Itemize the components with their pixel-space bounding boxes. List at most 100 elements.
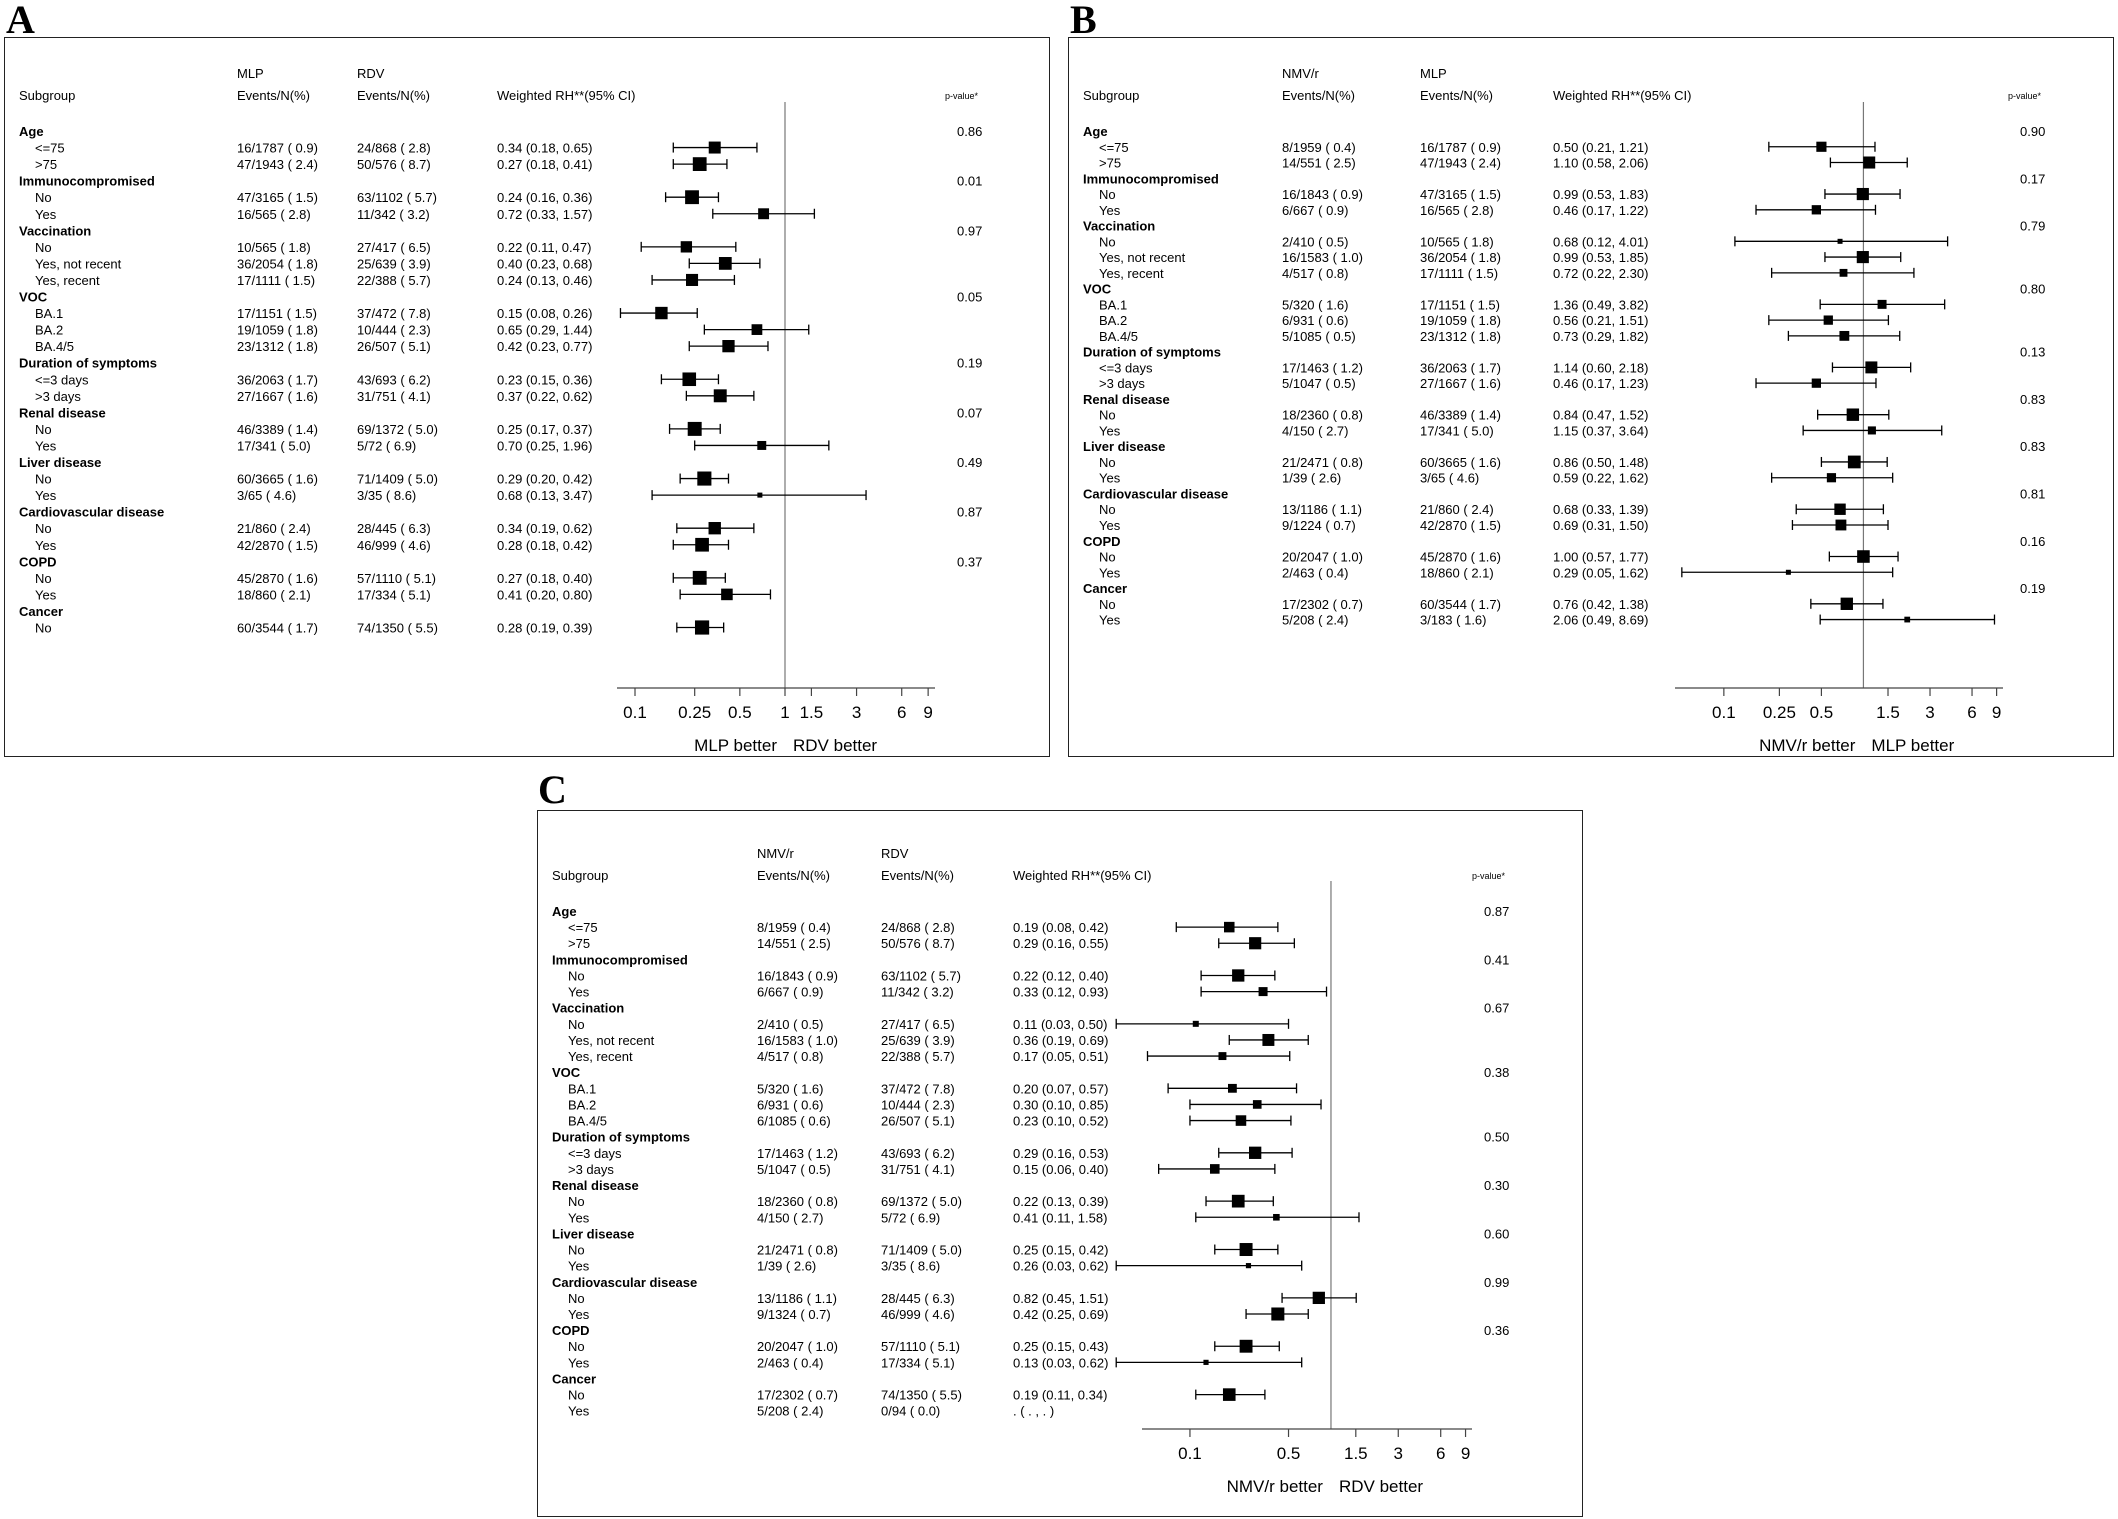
subgroup-heading: Liver disease: [1083, 439, 1165, 454]
p-value: 0.41: [1484, 952, 1509, 967]
x-tick-label: 9: [1992, 703, 2001, 722]
weighted-rh: 0.27 (0.18, 0.41): [497, 157, 592, 172]
events-group2: 31/751 ( 4.1): [881, 1162, 955, 1177]
events-group2: 50/576 ( 8.7): [881, 936, 955, 951]
subgroup-level: No: [1099, 597, 1116, 612]
p-value: 0.83: [2020, 439, 2045, 454]
x-label-right: RDV better: [1339, 1477, 1423, 1496]
events-group2: 17/341 ( 5.0): [1420, 423, 1494, 438]
point-estimate: [694, 620, 710, 635]
point-estimate: [1245, 1263, 1252, 1269]
events-group1: 17/1151 ( 1.5): [237, 306, 317, 321]
p-value: 0.80: [2020, 282, 2045, 297]
point-estimate: [1840, 597, 1853, 610]
subgroup-level: No: [568, 968, 585, 983]
subgroup-level: Yes, not recent: [35, 256, 122, 271]
events-group1: 36/2063 ( 1.7): [237, 372, 318, 387]
subgroup-level: No: [1099, 187, 1116, 202]
x-tick-label: 0.5: [1810, 703, 1834, 722]
weighted-rh: 0.17 (0.05, 0.51): [1013, 1049, 1108, 1064]
events-group2: 47/3165 ( 1.5): [1420, 187, 1501, 202]
subgroup-heading: Liver disease: [19, 455, 101, 470]
events-group2: 3/65 ( 4.6): [1420, 471, 1479, 486]
point-estimate: [758, 208, 770, 220]
events-group1: 47/3165 ( 1.5): [237, 190, 318, 205]
events-group1: 60/3665 ( 1.6): [237, 472, 318, 487]
weighted-rh: 0.73 (0.29, 1.82): [1553, 329, 1648, 344]
events-group1: 16/1787 ( 0.9): [237, 141, 318, 156]
weighted-rh: 0.15 (0.08, 0.26): [497, 306, 592, 321]
p-value: 0.13: [2020, 345, 2045, 360]
events-group2: 63/1102 ( 5.7): [357, 190, 437, 205]
subgroup-level: No: [35, 190, 52, 205]
subgroup-level: <=3 days: [35, 372, 89, 387]
events-group2: 71/1409 ( 5.0): [881, 1243, 962, 1258]
point-estimate: [1816, 141, 1827, 152]
weighted-rh: 0.33 (0.12, 0.93): [1013, 985, 1108, 1000]
weighted-rh: 0.36 (0.19, 0.69): [1013, 1033, 1108, 1048]
events-group2: 60/3665 ( 1.6): [1420, 455, 1501, 470]
subgroup-level: Yes: [35, 587, 57, 602]
events-header-group2: Events/N(%): [1420, 88, 1493, 103]
events-group2: 36/2063 ( 1.7): [1420, 360, 1501, 375]
events-group2: 27/417 ( 6.5): [357, 240, 431, 255]
subgroup-level: Yes: [1099, 565, 1121, 580]
x-tick-label: 0.1: [1178, 1444, 1202, 1463]
rh-header: Weighted RH**(95% CI): [497, 88, 635, 103]
subgroup-heading: Vaccination: [552, 1001, 624, 1016]
weighted-rh: 0.65 (0.29, 1.44): [497, 323, 592, 338]
point-estimate: [687, 421, 702, 436]
p-value: 0.79: [2020, 219, 2045, 234]
rh-header: Weighted RH**(95% CI): [1013, 868, 1151, 883]
weighted-rh: 0.59 (0.22, 1.62): [1553, 471, 1648, 486]
events-group2: 19/1059 ( 1.8): [1420, 313, 1501, 328]
point-estimate: [1312, 1291, 1325, 1305]
pvalue-header: p-value*: [945, 91, 979, 101]
weighted-rh: 0.28 (0.19, 0.39): [497, 621, 592, 636]
subgroup-level: >3 days: [568, 1162, 614, 1177]
events-group2: 25/639 ( 3.9): [357, 256, 431, 271]
weighted-rh: 0.29 (0.05, 1.62): [1553, 565, 1648, 580]
subgroup-level: Yes, not recent: [568, 1033, 655, 1048]
subgroup-level: BA.4/5: [35, 339, 74, 354]
panel-b-letter: B: [1070, 0, 1097, 42]
events-group1: 18/2360 ( 0.8): [1282, 408, 1363, 423]
events-group1: 2/410 ( 0.5): [757, 1017, 824, 1032]
point-estimate: [1823, 315, 1833, 325]
events-group1: 17/1463 ( 1.2): [757, 1146, 838, 1161]
events-group2: 5/72 ( 6.9): [357, 438, 416, 453]
point-estimate: [1271, 1307, 1285, 1321]
x-label-left: MLP better: [694, 736, 777, 755]
subgroup-level: >75: [35, 157, 57, 172]
weighted-rh: 0.25 (0.15, 0.43): [1013, 1339, 1108, 1354]
subgroup-heading: VOC: [1083, 282, 1112, 297]
p-value: 0.87: [957, 505, 982, 520]
weighted-rh: 0.99 (0.53, 1.85): [1553, 250, 1648, 265]
weighted-rh: 0.15 (0.06, 0.40): [1013, 1162, 1108, 1177]
subgroup-level: BA.1: [35, 306, 63, 321]
p-value: 0.36: [1484, 1323, 1509, 1338]
subgroup-level: No: [568, 1339, 585, 1354]
events-group2: 45/2870 ( 1.6): [1420, 550, 1501, 565]
events-group2: 10/444 ( 2.3): [881, 1097, 955, 1112]
subgroup-level: No: [35, 571, 52, 586]
weighted-rh: 1.36 (0.49, 3.82): [1553, 297, 1648, 312]
x-tick-label: 1.5: [1344, 1444, 1368, 1463]
weighted-rh: 0.19 (0.11, 0.34): [1013, 1388, 1107, 1403]
subgroup-heading: Renal disease: [552, 1178, 639, 1193]
weighted-rh: 0.25 (0.15, 0.42): [1013, 1243, 1108, 1258]
weighted-rh: 0.24 (0.13, 0.46): [497, 273, 592, 288]
events-group2: 37/472 ( 7.8): [881, 1081, 955, 1096]
events-header-group2: Events/N(%): [357, 88, 430, 103]
subgroup-level: Yes: [1099, 613, 1121, 628]
events-group1: 45/2870 ( 1.6): [237, 571, 318, 586]
subgroup-level: No: [568, 1388, 585, 1403]
point-estimate: [1232, 969, 1245, 982]
subgroup-heading: COPD: [19, 554, 57, 569]
events-group2: 0/94 ( 0.0): [881, 1404, 940, 1419]
events-group2: 31/751 ( 4.1): [357, 389, 431, 404]
events-group1: 1/39 ( 2.6): [757, 1259, 816, 1274]
weighted-rh: 0.29 (0.20, 0.42): [497, 472, 592, 487]
point-estimate: [721, 588, 733, 601]
x-tick-label: 0.5: [728, 703, 752, 722]
